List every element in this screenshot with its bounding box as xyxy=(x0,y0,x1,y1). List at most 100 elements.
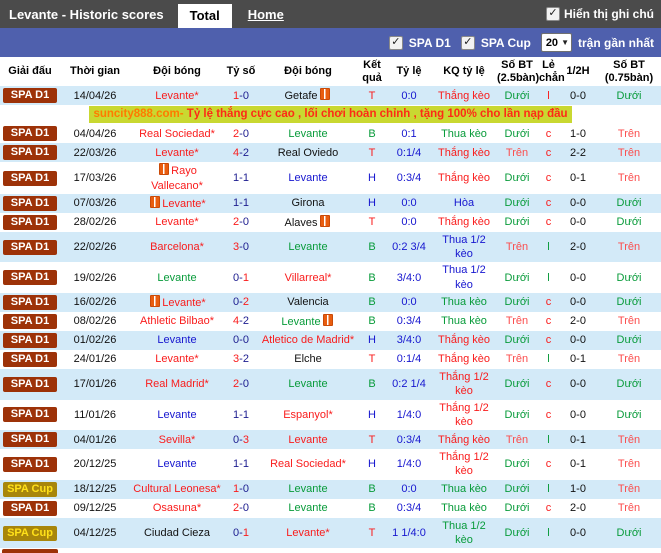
page-title: Levante - Historic scores xyxy=(9,6,164,22)
column-header-half: 1/2H xyxy=(559,57,597,87)
league-cell: SPA D1 xyxy=(0,124,60,143)
handicap-result: Thắng 1/2 kèo xyxy=(439,451,489,478)
column-header-result: Kết quả xyxy=(358,57,386,87)
tab-home[interactable]: Home xyxy=(247,6,284,22)
handicap-result: Thắng kèo xyxy=(438,353,490,366)
home-team-name: Cultural Leonesa* xyxy=(133,483,221,496)
result-letter: B xyxy=(368,127,376,140)
home-team-name: Levante* xyxy=(162,197,206,210)
home-team-name: Levante* xyxy=(162,296,206,309)
handicap-odds: 0:0 xyxy=(386,86,432,106)
away-team-name: Getafe xyxy=(284,90,318,103)
away-goals: 0 xyxy=(242,89,249,102)
score-dash: - xyxy=(239,146,243,159)
score-dash: - xyxy=(239,197,243,210)
score-dash: - xyxy=(239,171,243,184)
handicap-odds: 1/4:0 xyxy=(396,408,422,421)
half-time-score: 0-0 xyxy=(559,331,597,350)
away-team-name: Atletico de Madrid* xyxy=(261,334,355,347)
handicap-odds: 0:0 xyxy=(401,216,417,229)
handicap-odds: 0:0 xyxy=(386,479,432,499)
match-score: 2-0 xyxy=(224,213,258,232)
column-header-time: Thời gian xyxy=(60,57,130,87)
away-goals: 1 xyxy=(242,271,249,284)
result-letter: H xyxy=(358,193,386,213)
score-dash: - xyxy=(239,296,243,309)
match-date: 22/02/26 xyxy=(60,231,130,263)
handicap-odds: 0:0 xyxy=(386,193,432,213)
away-team-cell: Atletico de Madrid* xyxy=(258,331,358,350)
match-date: 22/03/26 xyxy=(60,143,130,163)
handicap-odds: 0:1/4 xyxy=(386,143,432,163)
home-team-name: Real Sociedad* xyxy=(139,127,215,140)
tab-total[interactable]: Total xyxy=(177,4,232,28)
league-badge: SPA D1 xyxy=(3,88,57,104)
away-team-cell: Alaves xyxy=(258,213,358,232)
league-cup-checkbox[interactable]: ✓ xyxy=(460,35,475,50)
half-time-score: 0-1 xyxy=(570,458,586,471)
handicap-result: Thắng kèo xyxy=(432,430,496,450)
half-time-score: 0-0 xyxy=(559,517,597,549)
recent-matches-select[interactable]: 20 ▼ xyxy=(540,33,572,52)
league-d1-checkbox[interactable]: ✓ xyxy=(388,35,403,50)
over-under-25: Trên xyxy=(505,353,529,366)
match-row: SPA D1 04/01/26 Sevilla* 0-3 Levante T 0:3/4 Th… xyxy=(0,430,661,450)
over-under-075: Dưới xyxy=(597,331,661,350)
show-notes-checkbox[interactable]: ✓ xyxy=(546,7,560,21)
away-goals: 1 xyxy=(242,458,249,471)
home-team-name: Levante xyxy=(157,334,197,347)
half-time-score: 0-0 xyxy=(559,86,597,106)
away-team-name: Real Oviedo xyxy=(277,146,339,159)
league-cell: SPA D1 xyxy=(0,369,60,400)
home-team-cell: Cultural Leonesa* xyxy=(130,479,224,499)
home-goals: 2 xyxy=(233,127,240,140)
over-under-25: Dưới xyxy=(496,331,538,350)
over-under-075: Dưới xyxy=(597,193,661,213)
match-row: SPA D1 14/04/26 Levante* 1-0 Getafe T 0:0 Thắng… xyxy=(0,86,661,106)
over-under-25: Dưới xyxy=(496,193,538,213)
over-under-075: Trên xyxy=(617,171,641,184)
over-under-075: Trên xyxy=(597,143,661,163)
odd-even: c xyxy=(538,369,559,400)
away-team-cell: Levante xyxy=(258,124,358,143)
result-letter: T xyxy=(368,216,376,229)
home-team-cell: Levante xyxy=(130,331,224,350)
result-letter: B xyxy=(358,293,386,312)
away-team-name: Levante xyxy=(288,171,328,184)
home-team-cell: Athletic Bilbao* xyxy=(130,312,224,331)
league-badge: SPA D1 xyxy=(3,170,57,186)
away-team-cell: Getafe xyxy=(258,86,358,106)
over-under-25: Dưới xyxy=(496,517,538,549)
league-badge: SPA D1 xyxy=(3,145,57,161)
recent-matches-value: 20 xyxy=(545,36,559,49)
handicap-result: Thua kèo xyxy=(432,479,496,499)
home-goals: 3 xyxy=(233,353,240,366)
ad-banner-link[interactable]: suncity888.com- Tỷ lệ thắng cực cao , lố… xyxy=(89,106,572,124)
home-team-cell: Levante* xyxy=(130,293,224,312)
handicap-result: Thua kèo xyxy=(441,315,487,328)
home-goals: 0 xyxy=(233,271,240,284)
match-row: SPA D1 08/02/26 Athletic Bilbao* 4-2 Levante… xyxy=(0,312,661,331)
half-time-score: 2-2 xyxy=(559,143,597,163)
home-team-name: Real Madrid* xyxy=(145,378,209,391)
ad-banner-row: suncity888.com- Tỷ lệ thắng cực cao , lố… xyxy=(0,105,661,125)
match-date: 28/02/26 xyxy=(73,216,117,229)
league-d1-label: SPA D1 xyxy=(408,35,451,50)
odd-even: l xyxy=(538,479,559,499)
half-time-score: 1-0 xyxy=(570,127,586,140)
away-team-cell: Real Sociedad* xyxy=(258,449,358,480)
home-team-name: Rayo Vallecano* xyxy=(151,165,203,192)
half-time-score: 0-1 xyxy=(570,353,586,366)
home-team-name: Sevilla* xyxy=(158,433,196,446)
handicap-odds: 1 1/4:0 xyxy=(386,517,432,549)
away-team-name: Girona xyxy=(291,197,325,210)
ad-banner-cell: suncity888.com- Tỷ lệ thắng cực cao , lố… xyxy=(0,105,661,125)
home-team-cell: Barcelona* xyxy=(130,231,224,263)
score-dash: - xyxy=(239,353,243,366)
over-under-25: Trên xyxy=(496,143,538,163)
handicap-result: Thắng kèo xyxy=(432,331,496,350)
over-under-075: Trên xyxy=(617,458,641,471)
away-goals: 1 xyxy=(242,197,249,210)
match-row: SPA D1 20/12/25 Levante 1-1 Real Sociedad* H 1… xyxy=(0,449,661,480)
odd-even: c xyxy=(545,171,552,184)
